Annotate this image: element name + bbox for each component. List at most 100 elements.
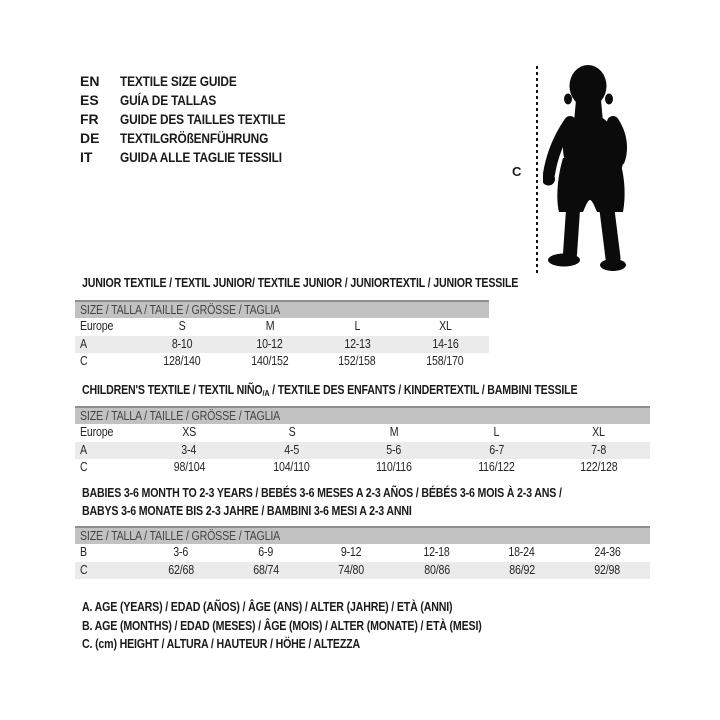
language-code: IT <box>80 149 93 165</box>
cell-text: S <box>178 319 186 333</box>
table-cell: 12-13 <box>314 336 402 354</box>
language-row-es: ES GUÍA DE TALLAS <box>80 91 315 110</box>
table-cell: 3-6 <box>138 544 223 562</box>
table-cell: 6-9 <box>223 544 308 562</box>
cell-text: C <box>80 562 88 577</box>
table-cell: 5-6 <box>343 442 445 460</box>
language-title: TEXTILE SIZE GUIDE <box>120 73 237 89</box>
cell-text: 9-12 <box>341 545 362 559</box>
children-heading-suffix: / TEXTILE DES ENFANTS / KINDERTEXTIL / B… <box>269 383 578 397</box>
language-list: EN TEXTILE SIZE GUIDE ES GUÍA DE TALLAS … <box>80 72 315 167</box>
cell-text: XS <box>182 425 197 439</box>
cell-text: 92/98 <box>594 562 621 577</box>
table-size-header-text: SIZE / TALLA / TAILLE / GRÖSSE / TAGLIA <box>80 303 281 317</box>
row-label: Europe <box>75 424 138 442</box>
children-heading-subscript: /A <box>262 388 270 398</box>
table-size-header-text: SIZE / TALLA / TAILLE / GRÖSSE / TAGLIA <box>80 529 281 543</box>
table-size-header: SIZE / TALLA / TAILLE / GRÖSSE / TAGLIA <box>75 406 650 424</box>
table-row: A 8-10 10-12 12-13 14-16 <box>75 335 489 354</box>
toddler-silhouette-icon <box>543 65 627 271</box>
row-label: C <box>75 562 138 580</box>
cell-text: A <box>80 442 87 457</box>
row-label: A <box>75 336 138 354</box>
table-cell: 9-12 <box>309 544 394 562</box>
table-row: A 3-4 4-5 5-6 6-7 7-8 <box>75 441 650 460</box>
table-cell: XL <box>548 424 650 442</box>
cell-text: 5-6 <box>386 442 402 457</box>
language-code: EN <box>80 73 100 89</box>
table-row: C 62/68 68/74 74/80 80/86 86/92 92/98 <box>75 561 650 580</box>
table-size-header: SIZE / TALLA / TAILLE / GRÖSSE / TAGLIA <box>75 300 489 318</box>
row-label: B <box>75 544 138 562</box>
language-code: ES <box>80 92 99 108</box>
cell-text: B <box>80 545 87 559</box>
note-text: A. AGE (YEARS) / EDAD (AÑOS) / ÂGE (ANS)… <box>82 600 453 614</box>
table-cell: 3-4 <box>138 442 240 460</box>
cell-text: 152/158 <box>338 354 376 368</box>
cell-text: M <box>389 425 399 439</box>
cell-text: 128/140 <box>163 354 201 368</box>
row-label: Europe <box>75 318 138 336</box>
cell-text: 158/170 <box>426 354 464 368</box>
junior-heading-text: JUNIOR TEXTILE / TEXTIL JUNIOR/ TEXTILE … <box>82 276 519 290</box>
height-measure-dotted-line <box>536 66 538 273</box>
table-cell: 7-8 <box>548 442 650 460</box>
cell-text: 62/68 <box>167 562 194 577</box>
table-row: C 128/140 140/152 152/158 158/170 <box>75 353 489 371</box>
cell-text: 110/116 <box>376 460 412 474</box>
row-label: C <box>75 459 138 477</box>
language-row-en: EN TEXTILE SIZE GUIDE <box>80 72 315 91</box>
legend-notes: A. AGE (YEARS) / EDAD (AÑOS) / ÂGE (ANS)… <box>82 598 552 654</box>
table-cell: 140/152 <box>226 353 314 371</box>
children-size-table: SIZE / TALLA / TAILLE / GRÖSSE / TAGLIA E… <box>75 406 650 477</box>
language-title: GUÍA DE TALLAS <box>120 92 217 108</box>
cell-text: 122/128 <box>580 460 618 474</box>
language-row-de: DE TEXTILGRÖßENFÜHRUNG <box>80 129 315 148</box>
junior-section-heading: JUNIOR TEXTILE / TEXTIL JUNIOR/ TEXTILE … <box>82 276 595 290</box>
cell-text: Europe <box>80 319 114 333</box>
note-text: B. AGE (MONTHS) / EDAD (MESES) / ÂGE (MO… <box>82 618 482 633</box>
table-cell: 18-24 <box>479 544 564 562</box>
table-size-header: SIZE / TALLA / TAILLE / GRÖSSE / TAGLIA <box>75 526 650 544</box>
table-size-header-text: SIZE / TALLA / TAILLE / GRÖSSE / TAGLIA <box>80 409 281 423</box>
table-cell: 86/92 <box>479 562 564 580</box>
babies-heading-line2: BABYS 3-6 MONATE BIS 2-3 JAHRE / BAMBINI… <box>82 504 412 518</box>
cell-text: 12-13 <box>344 336 371 351</box>
language-title: TEXTILGRÖßENFÜHRUNG <box>120 130 269 146</box>
cell-text: 7-8 <box>591 442 607 457</box>
children-heading-text: CHILDREN'S TEXTILE / TEXTIL NIÑO/A / TEX… <box>82 383 578 398</box>
cell-text: A <box>80 336 87 351</box>
table-row: Europe XS S M L XL <box>75 424 650 442</box>
cell-text: S <box>288 425 296 439</box>
cell-text: 140/152 <box>251 354 289 368</box>
table-cell: 14-16 <box>401 336 489 354</box>
table-cell: 128/140 <box>138 353 226 371</box>
table-cell: 24-36 <box>565 544 650 562</box>
language-row-it: IT GUIDA ALLE TAGLIE TESSILI <box>80 148 315 167</box>
table-cell: 122/128 <box>548 459 650 477</box>
row-label: C <box>75 353 138 371</box>
note-text: C. (cm) HEIGHT / ALTURA / HAUTEUR / HÖHE… <box>82 637 360 651</box>
table-cell: M <box>226 318 314 336</box>
note-height-cm: C. (cm) HEIGHT / ALTURA / HAUTEUR / HÖHE… <box>82 635 552 654</box>
cell-text: L <box>354 319 361 333</box>
table-cell: 80/86 <box>394 562 479 580</box>
cell-text: 4-5 <box>284 442 300 457</box>
table-row: C 98/104 104/110 110/116 116/122 122/128 <box>75 459 650 477</box>
cell-text: M <box>265 319 274 333</box>
cell-text: 8-10 <box>171 336 193 351</box>
cell-text: 80/86 <box>423 562 450 577</box>
table-cell: 104/110 <box>240 459 342 477</box>
cell-text: 14-16 <box>431 336 459 351</box>
babies-heading-line1: BABIES 3-6 MONTH TO 2-3 YEARS / BEBÉS 3-… <box>82 486 562 500</box>
cell-text: 6-9 <box>258 545 274 559</box>
babies-size-table: SIZE / TALLA / TAILLE / GRÖSSE / TAGLIA B… <box>75 526 650 579</box>
table-cell: M <box>343 424 445 442</box>
table-cell: 10-12 <box>226 336 314 354</box>
table-row: B 3-6 6-9 9-12 12-18 18-24 24-36 <box>75 544 650 562</box>
cell-text: 24-36 <box>594 545 621 559</box>
table-cell: 6-7 <box>445 442 547 460</box>
note-age-years: A. AGE (YEARS) / EDAD (AÑOS) / ÂGE (ANS)… <box>82 598 552 617</box>
cell-text: XL <box>592 425 606 439</box>
table-cell: 4-5 <box>240 442 342 460</box>
